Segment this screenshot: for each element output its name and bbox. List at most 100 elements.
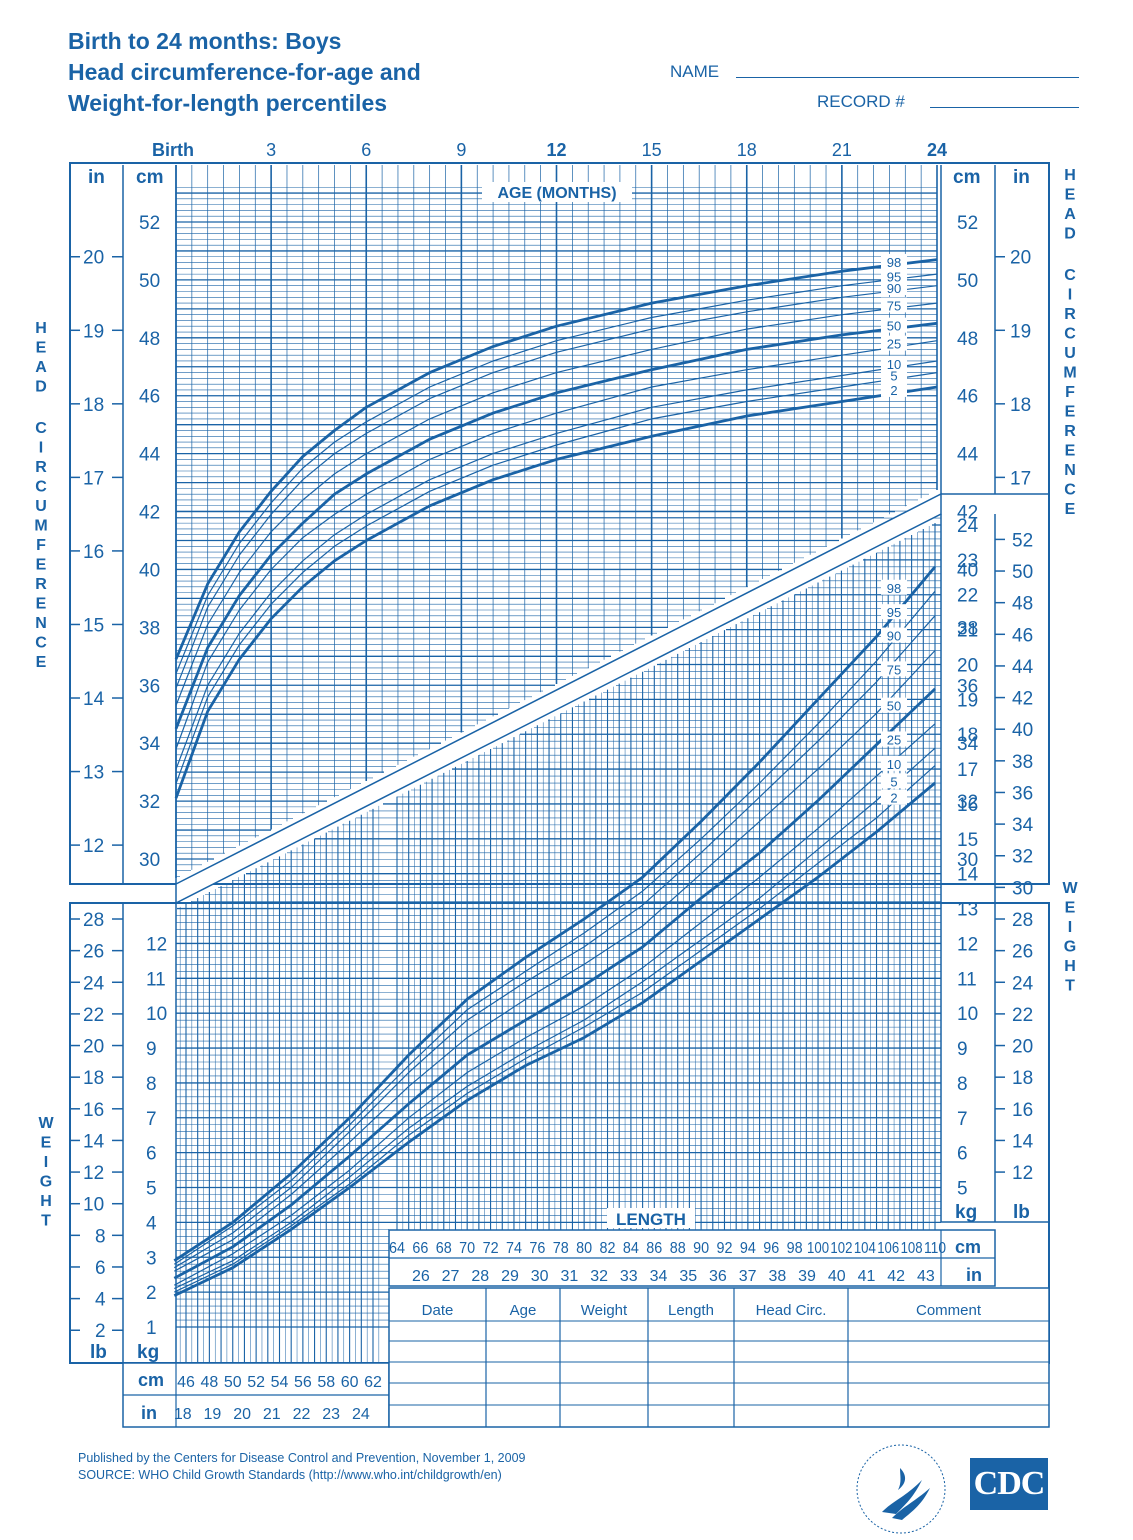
wl-percentile-label-10: 10 [887,757,901,772]
length-in-tick-upper: 26 [412,1268,430,1285]
hc-cm-tick-right: 48 [957,329,978,350]
wl-kg-tick-right: 21 [957,621,978,642]
wl-kg-tick-right: 9 [957,1039,968,1060]
length-cm-tick-lower: 58 [317,1374,335,1391]
wl-kg-tick-right: 23 [957,551,978,572]
age-tick-24: 24 [927,140,947,160]
hhs-seal-icon [856,1444,946,1534]
name-field[interactable] [736,77,1079,78]
side-label-head-left-letter: H [35,320,47,337]
length-cm-tick-lower: 56 [294,1374,312,1391]
length-cm-tick-lower: 50 [224,1374,242,1391]
age-tick-6: 6 [361,140,371,160]
length-cm-tick-upper: 64 [389,1240,405,1257]
side-label-head-left-letter: E [36,654,47,671]
wl-kg-tick-left: 1 [146,1318,157,1339]
side-label-head-right-letter: F [1065,384,1075,401]
wl-curve-p10 [174,747,936,1290]
side-label-head-right-letter: E [1065,443,1076,460]
length-cm-tick-lower: 52 [247,1374,265,1391]
wl-lb-tick-right: 52 [1012,530,1033,551]
wl-kg-tick-left: 6 [146,1144,157,1165]
hc-cm-tick-left: 40 [139,560,160,581]
hc-curve-p5 [175,372,938,784]
length-in-tick-lower: 18 [174,1406,192,1423]
length-cm-tick-upper: 90 [693,1240,709,1257]
wl-lb-tick-right: 34 [1012,815,1034,836]
length-in-tick-upper: 36 [709,1268,727,1285]
length-in-tick-lower: 20 [233,1406,251,1423]
wl-lb-tick-left: 14 [83,1131,105,1152]
wl-curve-p90 [173,615,936,1269]
wl-kg-tick-right: 24 [957,516,979,537]
wl-lb-tick-left: 22 [83,1005,104,1026]
side-label-head-left-letter: R [35,576,47,593]
length-in-tick-upper: 43 [917,1268,935,1285]
length-axis-label: LENGTH [616,1210,686,1229]
hc-cm-tick-left: 38 [139,618,160,639]
record-field[interactable] [930,107,1079,108]
wl-lb-tick-left: 12 [83,1163,104,1184]
hc-cm-tick-left: 34 [139,734,161,755]
length-cm-tick-upper: 100 [807,1240,829,1257]
side-label-weight-right-letter: W [1062,880,1078,897]
side-label-head-right-letter: C [1064,267,1076,284]
hc-in-tick-right: 17 [1010,468,1031,489]
record-table-header-2: Weight [581,1302,628,1319]
hc-in-tick-right: 20 [1010,248,1031,269]
length-in-tick-lower: 24 [352,1406,370,1423]
wl-lb-tick-right: 14 [1012,1131,1034,1152]
side-label-head-left-letter: M [34,518,47,535]
length-cm-tick-upper: 96 [763,1240,779,1257]
wl-kg-tick-left: 2 [146,1283,157,1304]
hc-cm-tick-right: 30 [957,850,978,871]
hc-cm-tick-right: 50 [957,271,978,292]
length-cm-tick-lower: 46 [177,1374,195,1391]
side-label-head-left-letter: D [35,379,47,396]
length-cm-tick-upper: 94 [740,1240,756,1257]
wl-unit-kg-right: kg [955,1202,977,1223]
hc-cm-tick-right: 36 [957,676,978,697]
length-cm-tick-upper: 74 [506,1240,522,1257]
hc-cm-tick-right: 46 [957,387,978,408]
length-in-tick-upper: 41 [858,1268,876,1285]
length-cm-tick-upper: 72 [483,1240,499,1257]
hc-percentile-label-bg [881,253,907,269]
wl-percentile-label-50: 50 [887,699,901,714]
wl-lb-tick-left: 20 [83,1037,104,1058]
wl-percentile-label-bg [881,731,907,747]
side-label-head-right-letter: H [1064,167,1076,184]
hc-unit-cm-right: cm [953,167,980,188]
length-in-tick-lower: 22 [293,1406,311,1423]
hc-percentile-label-50: 50 [887,319,901,334]
wl-lb-tick-right: 24 [1012,973,1034,994]
side-label-head-left-letter: A [35,359,47,376]
title-line-3: Weight-for-length percentiles [68,90,388,116]
hc-in-tick-left: 18 [83,395,104,416]
length-in-tick-upper: 37 [739,1268,757,1285]
side-label-head-right-letter: M [1063,365,1076,382]
side-label-head-right-letter: E [1065,501,1076,518]
length-cm-tick-upper: 68 [436,1240,452,1257]
cdc-logo-text: CDC [973,1465,1046,1502]
side-label-weight-right-letter: G [1064,939,1076,956]
wl-percentile-label-bg [881,627,907,643]
wl-lb-tick-right: 42 [1012,689,1033,710]
side-label-head-right-letter: A [1064,206,1076,223]
side-label-head-right-letter: R [1064,306,1076,323]
length-cm-tick-upper: 98 [787,1240,803,1257]
length-cm-tick-upper: 88 [670,1240,686,1257]
wl-kg-tick-right: 7 [957,1109,968,1130]
length-cm-tick-upper: 106 [877,1240,899,1257]
length-cm-tick-upper: 76 [529,1240,545,1257]
side-label-head-left-letter: I [39,440,43,457]
wl-lb-tick-right: 12 [1012,1163,1033,1184]
side-label-weight-left-letter: E [41,1135,52,1152]
wl-kg-tick-right: 12 [957,934,978,955]
wl-lb-tick-right: 30 [1012,878,1033,899]
hc-percentile-label-10: 10 [887,357,901,372]
hc-in-tick-right: 19 [1010,321,1031,342]
wl-kg-tick-right: 14 [957,865,979,886]
hc-unit-in-right: in [1013,167,1030,188]
